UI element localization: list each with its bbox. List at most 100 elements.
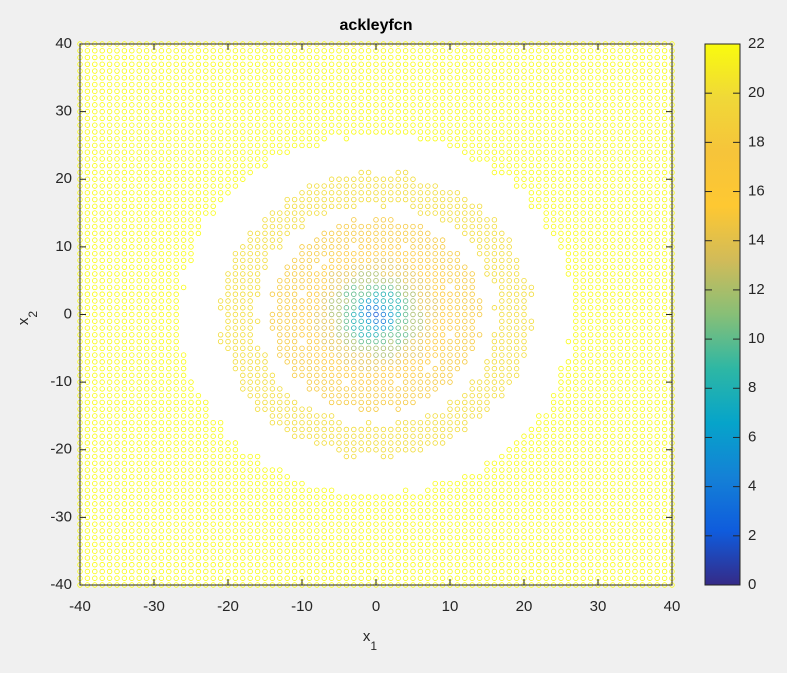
contour-point: [240, 149, 246, 155]
contour-point: [99, 528, 105, 534]
contour-point: [284, 108, 290, 115]
contour-point: [143, 413, 150, 419]
contour-point: [114, 88, 120, 95]
contour-point: [365, 575, 372, 581]
contour-point: [166, 95, 172, 101]
contour-point: [321, 203, 327, 209]
contour-point: [247, 379, 253, 385]
contour-point: [336, 284, 342, 291]
contour-point: [84, 494, 91, 500]
contour-point: [321, 528, 327, 534]
contour-point: [99, 426, 105, 433]
contour-point: [99, 372, 105, 379]
contour-point: [99, 129, 105, 135]
contour-point: [247, 480, 253, 487]
contour-point: [203, 163, 209, 169]
contour-point: [299, 277, 305, 284]
contour-point: [99, 359, 105, 365]
contour-point: [136, 332, 142, 338]
contour-point: [365, 555, 372, 561]
contour-point: [114, 345, 120, 352]
contour-point: [143, 122, 150, 128]
contour-point: [336, 48, 342, 54]
contour-point: [291, 399, 298, 406]
contour-point: [84, 487, 91, 494]
contour-point: [299, 95, 305, 101]
contour-point: [143, 555, 150, 561]
contour-point: [158, 528, 165, 534]
contour-point: [173, 480, 179, 487]
contour-point: [328, 507, 335, 514]
contour-point: [284, 528, 290, 534]
contour-point: [106, 528, 113, 534]
contour-point: [84, 115, 91, 122]
contour-point: [351, 291, 357, 297]
contour-point: [143, 183, 150, 189]
contour-point: [166, 81, 172, 88]
contour-point: [321, 210, 327, 216]
contour-point: [203, 210, 209, 216]
contour-point: [136, 149, 142, 155]
contour-point: [277, 298, 283, 304]
contour-point: [358, 196, 364, 203]
contour-point: [306, 386, 313, 392]
contour-point: [121, 264, 128, 270]
contour-point: [143, 399, 150, 406]
contour-point: [217, 149, 224, 155]
contour-point: [306, 190, 313, 196]
contour-point: [240, 311, 246, 318]
contour-point: [180, 392, 187, 399]
contour-point: [106, 406, 113, 412]
contour-point: [173, 352, 179, 358]
contour-point: [306, 562, 313, 568]
contour-point: [291, 284, 298, 291]
contour-point: [254, 392, 261, 399]
contour-point: [121, 440, 128, 446]
contour-point: [321, 352, 327, 358]
contour-point: [166, 365, 172, 372]
contour-point: [232, 467, 239, 473]
contour-point: [114, 568, 120, 575]
contour-point: [254, 372, 261, 379]
contour-point: [136, 507, 142, 514]
contour-point: [277, 528, 283, 534]
contour-point: [158, 163, 165, 169]
contour-point: [262, 541, 268, 548]
contour-point: [284, 54, 290, 61]
contour-point: [158, 244, 165, 250]
contour-point: [232, 447, 239, 453]
contour-point: [225, 440, 231, 446]
contour-point: [240, 507, 246, 514]
contour-point: [210, 480, 216, 487]
contour-point: [291, 433, 298, 439]
contour-point: [321, 365, 327, 372]
contour-point: [114, 392, 120, 399]
contour-point: [158, 115, 165, 122]
contour-point: [254, 487, 261, 494]
contour-point: [188, 230, 194, 237]
contour-point: [121, 379, 128, 385]
contour-point: [343, 494, 350, 500]
contour-point: [240, 271, 246, 277]
contour-point: [84, 271, 91, 277]
contour-point: [232, 534, 239, 541]
contour-point: [343, 298, 350, 304]
contour-point: [210, 433, 216, 439]
contour-point: [92, 562, 98, 568]
contour-point: [158, 95, 165, 101]
contour-point: [247, 163, 253, 169]
contour-point: [343, 277, 350, 284]
contour-point: [129, 149, 135, 155]
contour-point: [232, 115, 239, 122]
contour-point: [210, 453, 216, 460]
contour-point: [269, 392, 276, 399]
contour-point: [254, 534, 261, 541]
contour-point: [129, 230, 135, 237]
contour-point: [284, 68, 290, 74]
contour-point: [284, 230, 290, 237]
contour-point: [92, 325, 98, 331]
contour-point: [136, 75, 142, 81]
contour-point: [114, 237, 120, 243]
contour-point: [158, 372, 165, 379]
contour-point: [129, 433, 135, 439]
